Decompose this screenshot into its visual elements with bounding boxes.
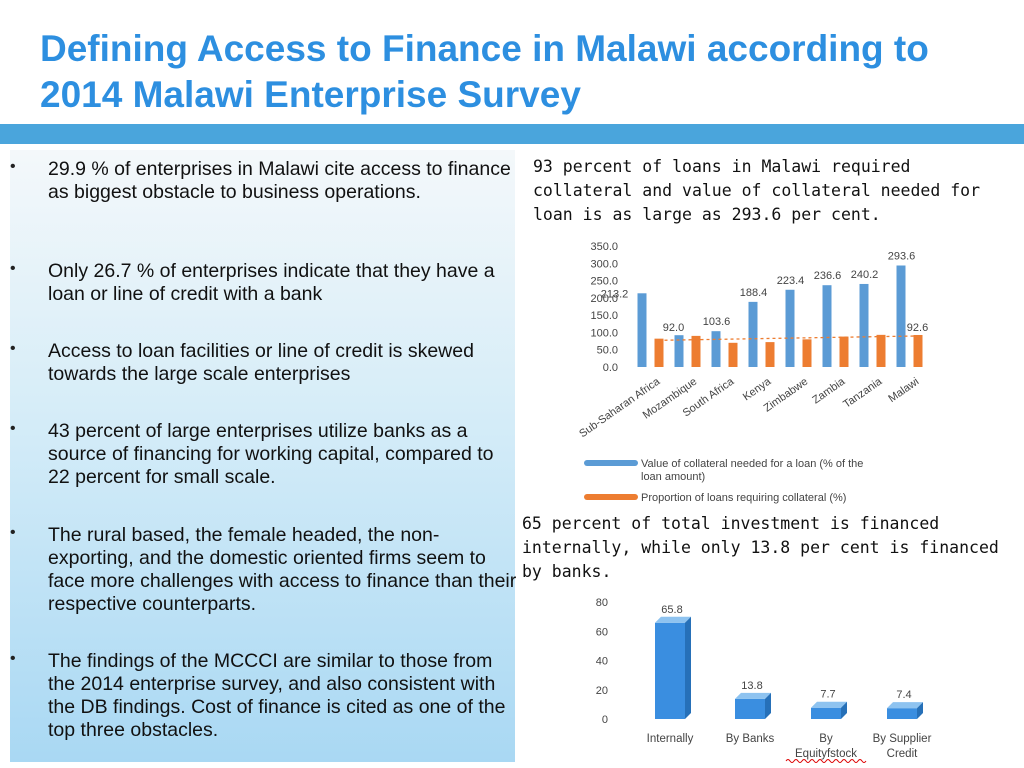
y-tick-label: 0 bbox=[602, 714, 608, 726]
y-tick-label: 80 bbox=[596, 597, 608, 609]
y-tick-label: 300.0 bbox=[590, 258, 618, 270]
bullet-marker: • bbox=[10, 158, 16, 175]
y-tick-label: 350.0 bbox=[590, 241, 618, 253]
bullet-marker: • bbox=[10, 260, 16, 277]
data-label: 13.8 bbox=[741, 680, 762, 692]
bullet-text: 43 percent of large enterprises utilize … bbox=[48, 420, 494, 488]
legend-label: Value of collateral needed for a loan (%… bbox=[641, 458, 863, 470]
x-tick-label: By Supplier Credit bbox=[873, 733, 932, 760]
data-label: 103.6 bbox=[703, 316, 731, 328]
legend-label: Proportion of loans requiring collateral… bbox=[641, 492, 846, 504]
y-tick-label: 20 bbox=[596, 685, 608, 697]
data-label: 293.6 bbox=[888, 250, 916, 262]
bullet-marker: • bbox=[10, 524, 16, 541]
y-tick-label: 150.0 bbox=[590, 310, 618, 322]
data-label: 240.2 bbox=[851, 269, 879, 281]
spellcheck-underline bbox=[785, 759, 867, 763]
collateral-value-bar bbox=[896, 265, 906, 367]
investment-bar-top bbox=[655, 616, 691, 623]
x-tick-label: By Banks bbox=[726, 733, 775, 745]
collateral-value-bar bbox=[859, 283, 869, 367]
data-label: 236.6 bbox=[814, 270, 842, 282]
data-label: 223.4 bbox=[777, 275, 805, 287]
investment-bar-top bbox=[887, 702, 923, 709]
investment-bar-side bbox=[917, 702, 923, 719]
bullet-text: The findings of the MCCCI are similar to… bbox=[48, 650, 506, 741]
x-tick-label: Tanzania bbox=[841, 375, 885, 411]
investment-bar-side bbox=[685, 616, 691, 719]
collateral-chart: 0.0 50.0 100.0 150.0 200.0 250.0 300.0 350.0 213… bbox=[577, 241, 928, 504]
investment-bar bbox=[735, 698, 765, 719]
trendline bbox=[658, 335, 918, 341]
investment-chart: 0 20 40 60 80 65.8 13.8 7.7 7.4 Internally By Bank… bbox=[596, 597, 932, 763]
bullet-marker: • bbox=[10, 420, 16, 437]
data-label: 7.7 bbox=[820, 689, 835, 701]
legend-label: loan amount) bbox=[641, 471, 705, 483]
bullet-marker: • bbox=[10, 340, 16, 357]
collateral-value-bar bbox=[711, 331, 721, 367]
legend-swatch-collateral-value bbox=[584, 460, 638, 466]
y-tick-label: 40 bbox=[596, 656, 608, 668]
investment-caption: 65 percent of total investment is financ… bbox=[522, 514, 999, 581]
data-label: 92.0 bbox=[663, 322, 684, 334]
investment-bar bbox=[655, 622, 685, 719]
collateral-value-bar bbox=[822, 285, 832, 367]
collateral-caption: 93 percent of loans in Malawi required c… bbox=[533, 157, 981, 224]
x-tick-label: By Equityfstock bbox=[795, 733, 857, 760]
y-tick-label: 50.0 bbox=[597, 345, 618, 357]
data-label: 7.4 bbox=[896, 689, 911, 701]
bullet-text: Only 26.7 % of enterprises indicate that… bbox=[48, 260, 495, 305]
investment-bar bbox=[887, 708, 917, 719]
data-label: 188.4 bbox=[740, 287, 768, 299]
collateral-value-bar bbox=[674, 335, 684, 367]
y-tick-label: 60 bbox=[596, 626, 608, 638]
y-tick-label: 200.0 bbox=[590, 293, 618, 305]
data-label: 65.8 bbox=[661, 604, 682, 616]
y-tick-label: 0.0 bbox=[603, 362, 618, 374]
legend-swatch-collateral-share bbox=[584, 494, 638, 500]
x-tick-label: Internally bbox=[647, 733, 694, 745]
bullet-text: 29.9 % of enterprises in Malawi cite acc… bbox=[48, 158, 511, 203]
y-tick-label: 100.0 bbox=[590, 327, 618, 339]
collateral-share-bar bbox=[765, 342, 775, 367]
investment-bar bbox=[811, 707, 841, 719]
collateral-value-bar bbox=[785, 289, 795, 367]
investment-bar-side bbox=[765, 692, 771, 719]
collateral-share-bar bbox=[913, 334, 923, 367]
collateral-share-bar bbox=[728, 342, 738, 367]
investment-bar-top bbox=[735, 692, 771, 699]
data-label: 213.2 bbox=[601, 288, 629, 300]
collateral-share-bar bbox=[802, 339, 812, 367]
collateral-value-bar bbox=[748, 301, 758, 367]
collateral-share-bar bbox=[876, 334, 886, 367]
bullet-text: Access to loan facilities or line of cre… bbox=[48, 340, 474, 385]
collateral-value-bar bbox=[637, 293, 647, 367]
y-tick-label: 250.0 bbox=[590, 276, 618, 288]
x-tick-label: Malawi bbox=[886, 376, 921, 405]
page-title: Defining Access to Finance in Malawi acc… bbox=[40, 28, 929, 115]
bullet-text: The rural based, the female headed, the … bbox=[48, 524, 517, 615]
collateral-share-bar bbox=[691, 335, 701, 367]
collateral-share-bar bbox=[654, 338, 664, 367]
bullet-marker: • bbox=[10, 650, 16, 667]
investment-bar-top bbox=[811, 701, 847, 708]
collateral-share-bar bbox=[839, 336, 849, 367]
investment-bar-side bbox=[841, 701, 847, 719]
header-band bbox=[0, 124, 1024, 144]
data-label: 92.6 bbox=[907, 322, 928, 334]
findings-panel: • 29.9 % of enterprises in Malawi cite a… bbox=[10, 150, 517, 762]
